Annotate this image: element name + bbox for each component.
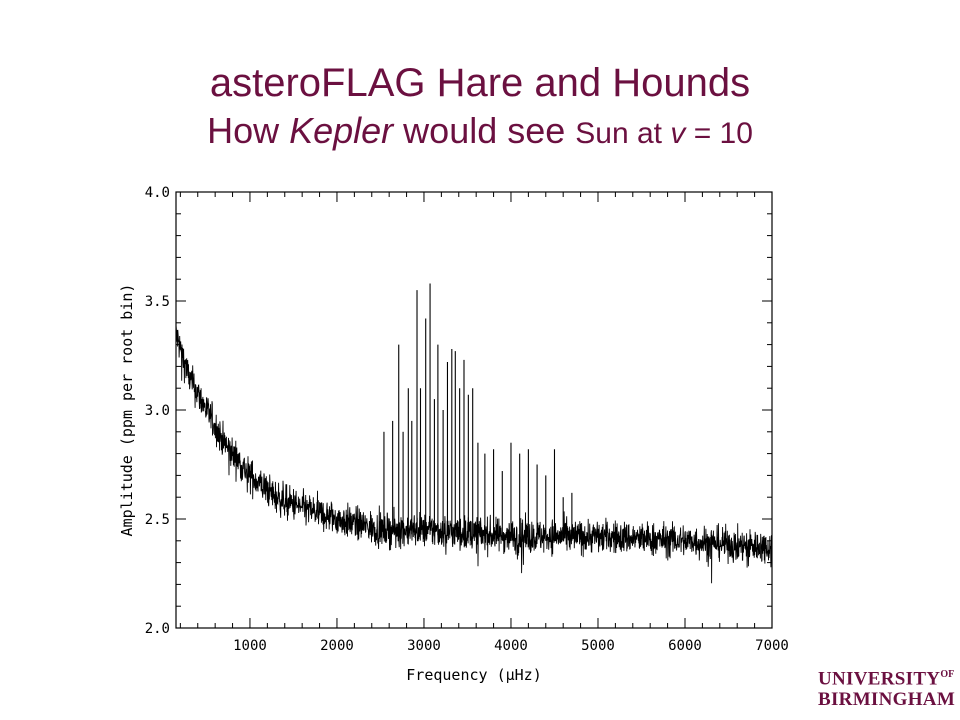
spectrum-series-line [175,325,773,584]
spectrum-peaks [383,283,573,541]
logo-of: OF [940,669,955,680]
logo-line-1: UNIVERSITYOF [818,664,954,690]
plot-frame [175,191,773,629]
title-line-1: asteroFLAG Hare and Hounds [209,61,751,105]
axis-tick-labels: 1000 2000 3000 4000 5000 6000 7000 2.0 2.5 3.0 3.5… [145,185,789,654]
x-tick-label: 5000 [581,638,615,654]
x-tick-label: 3000 [407,638,441,654]
title-would-see: would see [393,110,576,151]
slide-title: asteroFLAG Hare and Hounds How Kepler wo… [0,58,960,157]
university-logo: UNIVERSITYOF BIRMINGHAM [818,664,956,711]
axis-ticks [176,191,773,629]
title-equals-10: = 10 [685,117,753,150]
y-tick-label: 2.0 [145,621,170,637]
x-tick-label: 2000 [320,638,354,654]
y-axis-label: Amplitude (ppm per root bin) [118,284,136,537]
y-tick-label: 3.5 [145,294,170,310]
title-v: v [670,117,686,150]
logo-university: UNIVERSITY [818,668,941,690]
logo-line-2: BIRMINGHAM [818,689,956,711]
y-tick-label: 3.0 [145,403,170,419]
x-tick-label: 1000 [233,638,267,654]
title-kepler: Kepler [289,110,394,151]
y-tick-label: 4.0 [145,185,170,201]
y-tick-label: 2.5 [145,512,170,528]
title-line-2: How Kepler would see Sun at v = 10 [0,108,960,157]
title-how: How [207,110,290,151]
x-tick-label: 4000 [494,638,528,654]
x-axis-label: Frequency (μHz) [406,666,541,684]
x-tick-label: 7000 [755,638,789,654]
title-sun-at: Sun at [575,117,671,150]
x-tick-label: 6000 [668,638,702,654]
